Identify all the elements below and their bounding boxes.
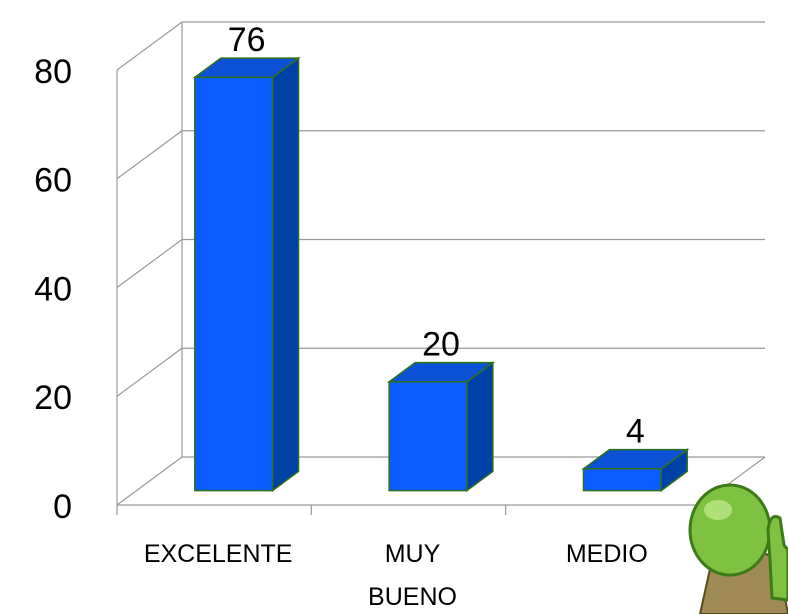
y-tick-label: 0	[53, 488, 72, 526]
y-tick-label: 20	[34, 379, 72, 417]
bar	[194, 76, 274, 492]
grid-line	[116, 130, 183, 180]
grid-line	[116, 347, 183, 397]
grid-line	[116, 456, 183, 506]
x-tick-label: EXCELENTE	[143, 540, 293, 568]
bar-side	[466, 361, 494, 493]
mascot	[688, 483, 788, 614]
bar	[582, 468, 662, 492]
y-tick-label: 60	[34, 162, 72, 200]
value-label: 20	[422, 326, 460, 364]
y-tick-label: 40	[34, 270, 72, 308]
value-label: 76	[228, 21, 266, 59]
y-tick-label: 80	[34, 53, 72, 91]
bar	[388, 381, 468, 492]
value-label: 4	[626, 413, 645, 451]
x-tick-label: MEDIO	[565, 540, 648, 568]
x-tick-label: MUY BUENO	[368, 540, 457, 611]
grid-line	[116, 239, 183, 288]
bar-side	[271, 56, 300, 493]
grid-line	[116, 21, 183, 71]
